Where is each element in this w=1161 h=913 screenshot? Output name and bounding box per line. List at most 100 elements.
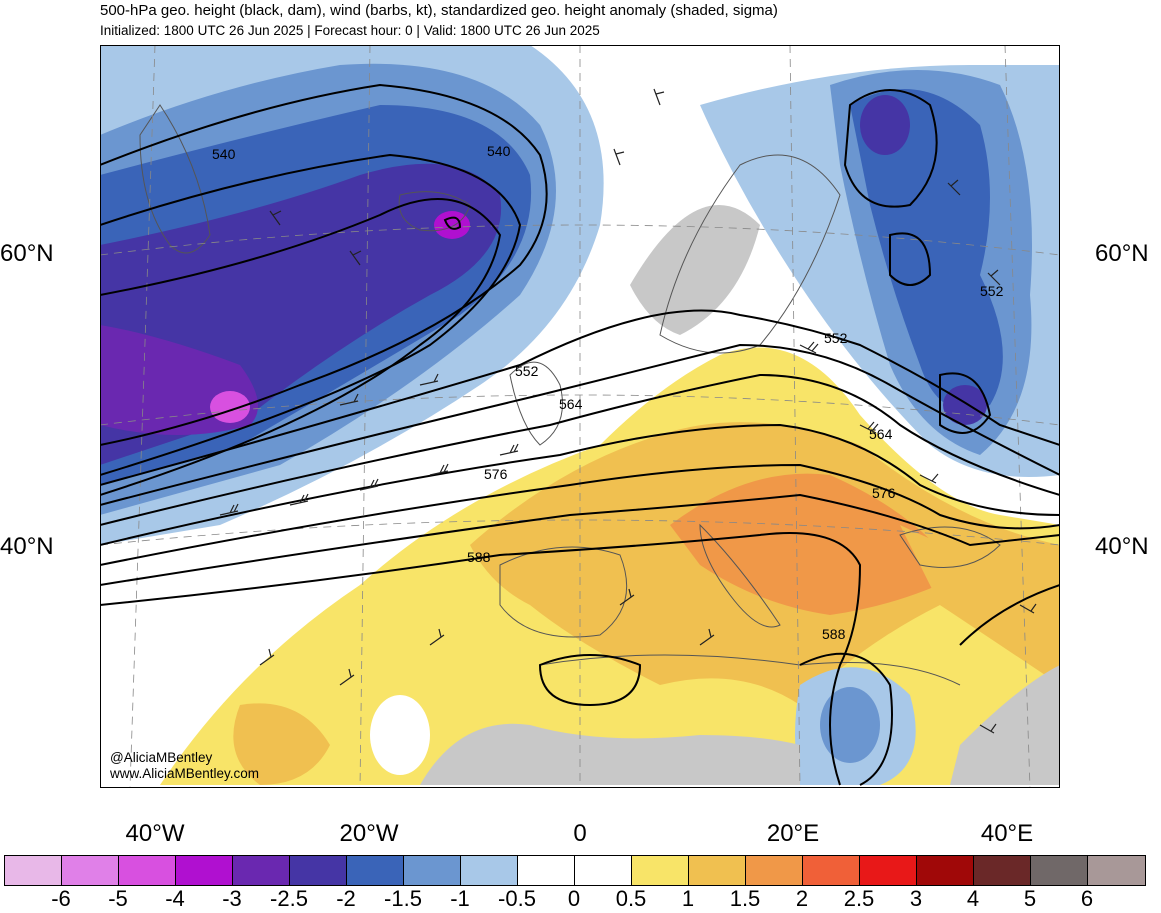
wind-barb [919, 473, 939, 484]
terrain-mask-scandinavia [630, 205, 760, 335]
anomaly-pos-1-ne [900, 525, 1060, 645]
contour-label-576-a: 576 [484, 466, 508, 482]
wind-barb [269, 210, 282, 226]
colorbar-swatch [1031, 856, 1088, 885]
lat-label-right-60n: 60°N [1095, 240, 1149, 267]
colorbar-swatch [974, 856, 1031, 885]
colorbar-tick-label: 4 [966, 886, 980, 911]
contour-label-588-b: 588 [822, 626, 846, 642]
colorbar-swatch [689, 856, 746, 885]
wind-barb [419, 373, 439, 386]
lon-label-40e: 40°E [980, 820, 1034, 847]
colorbar-swatch [575, 856, 632, 885]
anomaly-colorbar [4, 855, 1146, 886]
contour-label-552-b: 552 [824, 330, 848, 346]
lat-label-left-60n: 60°N [0, 240, 54, 267]
colorbar-swatch [176, 856, 233, 885]
contour-564 [100, 373, 1060, 526]
coast-british-isles [509, 361, 563, 446]
colorbar-tick-label: -2.5 [270, 886, 308, 911]
colorbar-swatch [917, 856, 974, 885]
wind-barb [987, 269, 1001, 286]
coast-scandinavia [659, 154, 841, 354]
wind-barb [259, 648, 275, 666]
wind-barb [653, 88, 665, 106]
colorbar-swatch [518, 856, 575, 885]
coast-greenland [139, 104, 211, 254]
contour-label-564-a: 564 [559, 396, 583, 412]
anomaly-shading [100, 45, 1060, 785]
contour-iberia-closed [538, 654, 642, 707]
contour-558 [100, 343, 1060, 506]
contour-label-588-a: 588 [467, 549, 491, 565]
colorbar-swatch [632, 856, 689, 885]
colorbar-tick-label: 2 [795, 886, 809, 911]
wind-barbs [219, 88, 1037, 734]
contour-576 [100, 463, 1060, 566]
colorbar-swatch [746, 856, 803, 885]
anomaly-neg-4 [210, 391, 250, 423]
contour-closed-east-c [939, 372, 992, 434]
wind-barb [219, 503, 239, 516]
map-panel: 540 540 552 552 552 564 564 576 576 588 … [100, 45, 1060, 788]
anomaly-neutral-canary [370, 695, 430, 775]
terrain-mask-east [950, 665, 1060, 785]
colorbar-swatch [347, 856, 404, 885]
wind-barb [289, 493, 309, 506]
lat-label-left-40n: 40°N [0, 533, 54, 560]
colorbar-tick-label: 6 [1080, 886, 1094, 911]
wind-barb [613, 148, 625, 166]
anomaly-neg-east-2a [860, 95, 910, 155]
anomaly-pos-canary [233, 703, 330, 785]
colorbar-swatch [803, 856, 860, 885]
colorbar-swatch [461, 856, 518, 885]
height-contours [100, 83, 1060, 786]
wind-barb [429, 628, 445, 646]
contour-540 [100, 83, 548, 446]
colorbar-tick-label: -2 [336, 886, 356, 911]
lon-label-0: 0 [573, 820, 587, 847]
colorbar-swatch [1088, 856, 1145, 885]
colorbar-tick-label: -0.5 [498, 886, 536, 911]
colorbar-tick-label: -3 [222, 886, 242, 911]
contour-570 [100, 423, 1060, 546]
contour-closed-east-b [889, 232, 932, 286]
contour-africa [799, 652, 893, 786]
coast-iceland [398, 191, 471, 232]
contour-closed-east-a [843, 89, 938, 208]
wind-barb [499, 443, 519, 456]
lon-label-20e: 20°E [766, 820, 820, 847]
wind-barb [339, 393, 359, 406]
colorbar-tick-label: -1 [450, 886, 470, 911]
wind-barb [619, 588, 635, 606]
contour-label-540-b: 540 [487, 143, 511, 159]
colorbar-tick-label: -4 [165, 886, 185, 911]
colorbar-swatch [119, 856, 176, 885]
anomaly-neg-3-iceland [434, 211, 470, 239]
credit-website: www.AliciaMBentley.com [110, 766, 260, 781]
colorbar-tick-label: 5 [1023, 886, 1037, 911]
colorbar-tick-label: 0.5 [615, 886, 647, 911]
contour-label-552-c: 552 [980, 283, 1004, 299]
contour-label-564-b: 564 [869, 426, 893, 442]
chart-subtitle: Initialized: 1800 UTC 26 Jun 2025 | Fore… [100, 23, 600, 38]
wind-barb [699, 628, 715, 646]
wind-barb [947, 179, 961, 196]
wind-barb [799, 341, 819, 354]
wind-barb [429, 463, 449, 476]
coast-italy [699, 523, 781, 628]
wind-barb [979, 723, 997, 734]
contour-label-576-b: 576 [872, 485, 896, 501]
contour-588-east [959, 584, 1060, 646]
colorbar-swatch [404, 856, 461, 885]
lat-label-right-40n: 40°N [1095, 533, 1149, 560]
anomaly-neg-africa-1 [820, 687, 880, 763]
wind-barb [1019, 603, 1037, 614]
contour-closed-iceland [443, 216, 462, 230]
contour-552-west [100, 198, 502, 496]
terrain-mask-africa [420, 723, 800, 785]
contour-value-labels: 540 540 552 552 552 564 564 576 576 588 … [212, 143, 1004, 642]
colorbar-tick-label: -1.5 [384, 886, 422, 911]
colorbar-tick-label: 3 [909, 886, 923, 911]
colorbar-swatch [5, 856, 62, 885]
